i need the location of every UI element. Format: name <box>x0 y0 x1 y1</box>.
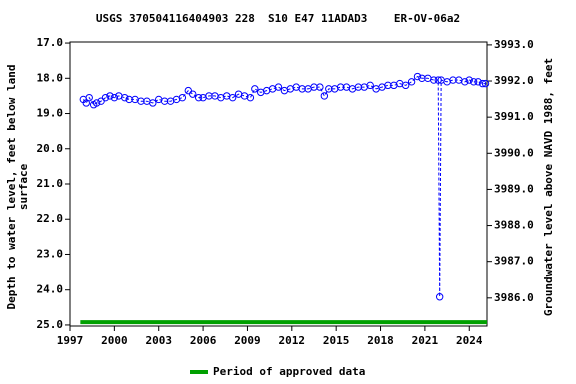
legend-label: Period of approved data <box>213 365 365 378</box>
data-point <box>474 78 482 86</box>
y-tick-label: 20.0 <box>37 142 64 155</box>
data-point <box>366 81 374 90</box>
data-point <box>316 83 324 91</box>
data-point <box>274 83 283 91</box>
y2-tick-label: 3986.0 <box>494 291 534 304</box>
x-tick-label: 2000 <box>101 334 128 347</box>
data-point <box>217 93 225 102</box>
data-point <box>184 86 192 95</box>
data-point <box>435 293 444 301</box>
data-point <box>97 97 105 105</box>
data-point <box>292 83 300 91</box>
data-point <box>155 95 163 104</box>
data-point <box>194 93 203 102</box>
data-point <box>240 92 249 100</box>
data-point <box>121 93 129 102</box>
y-axis-label: Depth to water level, feet below land <box>5 64 18 309</box>
x-tick-label: 2021 <box>412 334 439 347</box>
y-tick-label: 24.0 <box>37 283 64 296</box>
y-tick-label: 17.0 <box>37 36 64 49</box>
data-point <box>223 92 231 100</box>
data-point <box>478 79 487 88</box>
data-point <box>320 92 329 100</box>
data-point <box>430 76 438 84</box>
series-line <box>82 75 486 297</box>
y-tick-label: 22.0 <box>37 212 64 225</box>
x-tick-label: 2003 <box>145 334 172 347</box>
y2-tick-label: 3987.0 <box>494 255 534 268</box>
data-point <box>106 92 114 100</box>
data-point <box>251 85 259 93</box>
data-point <box>246 93 255 102</box>
data-point <box>178 93 187 102</box>
y2-tick-label: 3991.0 <box>494 110 534 123</box>
data-point <box>101 93 110 102</box>
data-point <box>149 99 157 107</box>
data-point <box>434 76 442 84</box>
data-point <box>481 79 490 88</box>
data-point <box>228 93 237 102</box>
y-tick-label: 23.0 <box>37 247 64 260</box>
y-tick-label: 19.0 <box>37 107 64 120</box>
data-point <box>413 72 422 81</box>
data-point <box>85 93 93 102</box>
chart-title: USGS 370504116404903 228 S10 E47 11ADAD3… <box>96 12 460 25</box>
y-tick-label: 18.0 <box>37 71 64 84</box>
y2-tick-label: 3989.0 <box>494 182 534 195</box>
y-axis-label: surface <box>17 163 30 210</box>
x-tick-label: 2018 <box>367 334 394 347</box>
data-point <box>401 81 410 90</box>
x-tick-label: 2006 <box>190 334 217 347</box>
data-point <box>465 76 473 84</box>
data-point <box>268 85 277 93</box>
y2-tick-label: 3993.0 <box>494 38 534 51</box>
x-tick-label: 1997 <box>57 334 84 347</box>
x-tick-label: 2012 <box>279 334 306 347</box>
data-point <box>92 99 101 107</box>
y2-axis-label: Groundwater level above NAVD 1988, feet <box>542 58 555 316</box>
x-tick-label: 2015 <box>323 334 350 347</box>
y2-tick-label: 3990.0 <box>494 146 534 159</box>
x-tick-label: 2024 <box>456 334 483 347</box>
data-point <box>407 78 416 86</box>
data-point <box>189 90 197 98</box>
plot-frame <box>69 41 488 327</box>
data-point <box>461 78 469 86</box>
data-point <box>110 93 119 102</box>
y2-tick-label: 3992.0 <box>494 74 534 87</box>
y-tick-label: 21.0 <box>37 177 64 190</box>
x-tick-label: 2009 <box>234 334 261 347</box>
y2-tick-label: 3988.0 <box>494 219 534 232</box>
data-point <box>469 78 478 86</box>
y-tick-label: 25.0 <box>37 318 64 331</box>
